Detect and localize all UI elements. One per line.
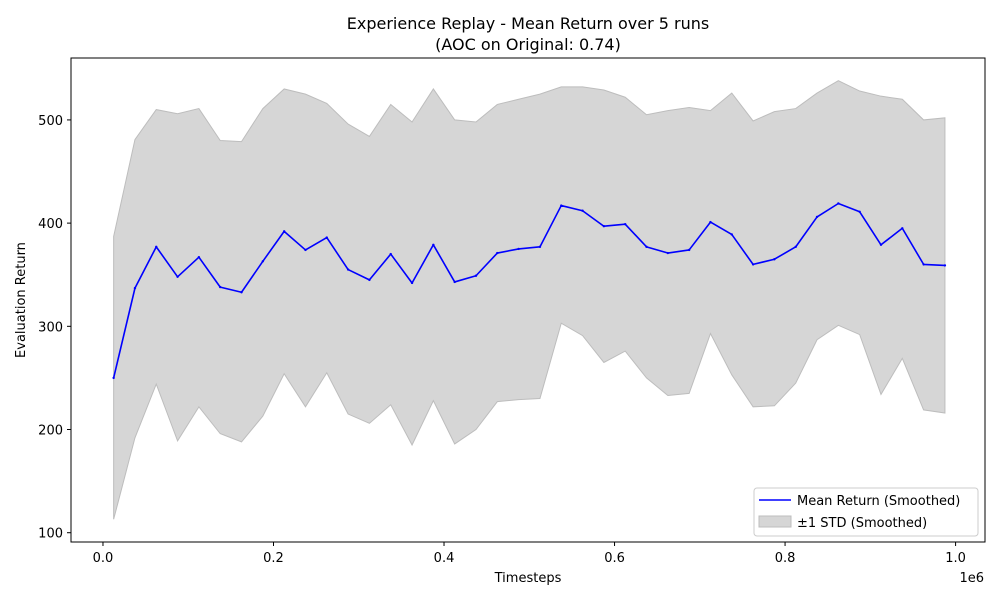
x-tick-label: 0.8 bbox=[775, 551, 796, 566]
axes-frame bbox=[70, 57, 986, 543]
std-band-area bbox=[113, 80, 946, 520]
data-point bbox=[858, 210, 861, 213]
x-axis: 0.0 0.2 0.4 0.6 0.8 1.0 bbox=[93, 542, 966, 566]
x-axis-offset-label: 1e6 bbox=[959, 571, 984, 586]
x-tick-label: 0.0 bbox=[93, 551, 114, 566]
data-point bbox=[389, 252, 392, 256]
data-point bbox=[837, 202, 840, 205]
data-point bbox=[282, 230, 286, 233]
data-point bbox=[261, 260, 265, 263]
data-point bbox=[474, 274, 478, 277]
data-point bbox=[581, 209, 584, 212]
data-point bbox=[687, 248, 691, 252]
data-point bbox=[325, 236, 328, 239]
y-tick-label: 300 bbox=[38, 320, 63, 335]
y-tick-label: 200 bbox=[38, 424, 63, 439]
data-point bbox=[197, 255, 201, 259]
data-point bbox=[560, 204, 563, 207]
data-point bbox=[453, 280, 456, 284]
legend: Mean Return (Smoothed) ±1 STD (Smoothed) bbox=[753, 487, 979, 537]
data-point bbox=[240, 291, 243, 294]
x-tick-label: 0.4 bbox=[434, 551, 455, 566]
data-point bbox=[794, 245, 797, 249]
data-point bbox=[176, 275, 179, 278]
data-point bbox=[133, 286, 137, 290]
data-point bbox=[815, 215, 819, 219]
y-tick-label: 100 bbox=[38, 527, 63, 542]
y-tick-label: 400 bbox=[38, 217, 63, 232]
plot-area bbox=[112, 80, 947, 520]
data-point bbox=[112, 376, 115, 380]
data-point bbox=[943, 264, 947, 267]
data-point bbox=[410, 281, 414, 285]
y-axis-label: Evaluation Return bbox=[14, 242, 29, 358]
series-points bbox=[112, 202, 947, 380]
legend-label-mean-return: Mean Return (Smoothed) bbox=[797, 494, 960, 509]
data-point bbox=[922, 263, 925, 266]
y-tick-label: 500 bbox=[38, 114, 63, 129]
x-axis-label: Timesteps bbox=[494, 571, 562, 586]
y-axis: 100 200 300 400 500 bbox=[38, 114, 71, 542]
x-tick-label: 0.6 bbox=[604, 551, 625, 566]
data-point bbox=[219, 285, 222, 289]
data-point bbox=[432, 243, 435, 246]
data-point bbox=[901, 227, 904, 230]
data-point bbox=[773, 258, 776, 261]
chart-title: Experience Replay - Mean Return over 5 r… bbox=[347, 14, 709, 33]
data-point bbox=[496, 251, 499, 255]
data-point bbox=[751, 263, 755, 266]
data-point bbox=[304, 248, 307, 252]
data-point bbox=[730, 233, 733, 236]
data-point bbox=[879, 243, 883, 246]
legend-box bbox=[753, 487, 979, 537]
legend-label-std-band: ±1 STD (Smoothed) bbox=[797, 516, 927, 531]
data-point bbox=[538, 245, 542, 249]
data-point bbox=[155, 245, 158, 249]
data-point bbox=[645, 245, 648, 249]
data-point bbox=[368, 278, 371, 282]
series-line-mean-return bbox=[112, 202, 945, 379]
legend-swatch-std-band bbox=[758, 515, 792, 528]
x-tick-label: 1.0 bbox=[945, 551, 966, 566]
x-tick-label: 0.2 bbox=[263, 551, 284, 566]
data-point bbox=[666, 251, 670, 255]
data-point bbox=[346, 268, 350, 271]
data-point bbox=[709, 220, 712, 224]
chart-subtitle: (AOC on Original: 0.74) bbox=[435, 35, 621, 54]
data-point bbox=[517, 247, 520, 251]
data-point bbox=[624, 222, 627, 226]
data-point bbox=[602, 225, 606, 228]
